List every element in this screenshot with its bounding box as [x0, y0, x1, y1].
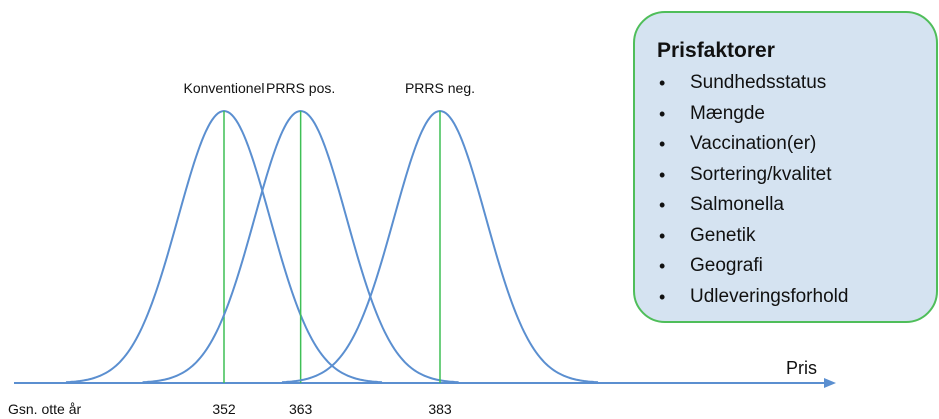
x-tick-label: 352 — [212, 401, 236, 417]
price-factor-item: Sundhedsstatus — [657, 68, 936, 99]
series-label: Konventionel — [184, 80, 265, 96]
x-tick-label: 363 — [289, 401, 313, 417]
price-factor-item: Geografi — [657, 251, 936, 282]
x-tick-label: 383 — [428, 401, 452, 417]
x-axis-arrowhead — [824, 378, 836, 388]
price-factor-item: Mængde — [657, 99, 936, 130]
series-label: PRRS neg. — [405, 80, 475, 96]
baseline-label: Gsn. otte år — [8, 401, 81, 417]
price-factor-item: Salmonella — [657, 190, 936, 221]
price-factors-box: Prisfaktorer Sundhedsstatus Mængde Vacci… — [633, 11, 938, 323]
price-factors-list: Sundhedsstatus Mængde Vaccination(er) So… — [657, 68, 936, 312]
x-axis-label: Pris — [786, 358, 817, 378]
price-factor-item: Udleveringsforhold — [657, 282, 936, 313]
series-layer: Konventionel 352 PRRS pos. 363 PRRS neg. 383 — [65, 80, 599, 417]
price-factor-item: Vaccination(er) — [657, 129, 936, 160]
series-label: PRRS pos. — [266, 80, 335, 96]
price-factor-item: Sortering/kvalitet — [657, 160, 936, 191]
price-factors-title: Prisfaktorer — [657, 39, 775, 62]
price-factor-item: Genetik — [657, 221, 936, 252]
